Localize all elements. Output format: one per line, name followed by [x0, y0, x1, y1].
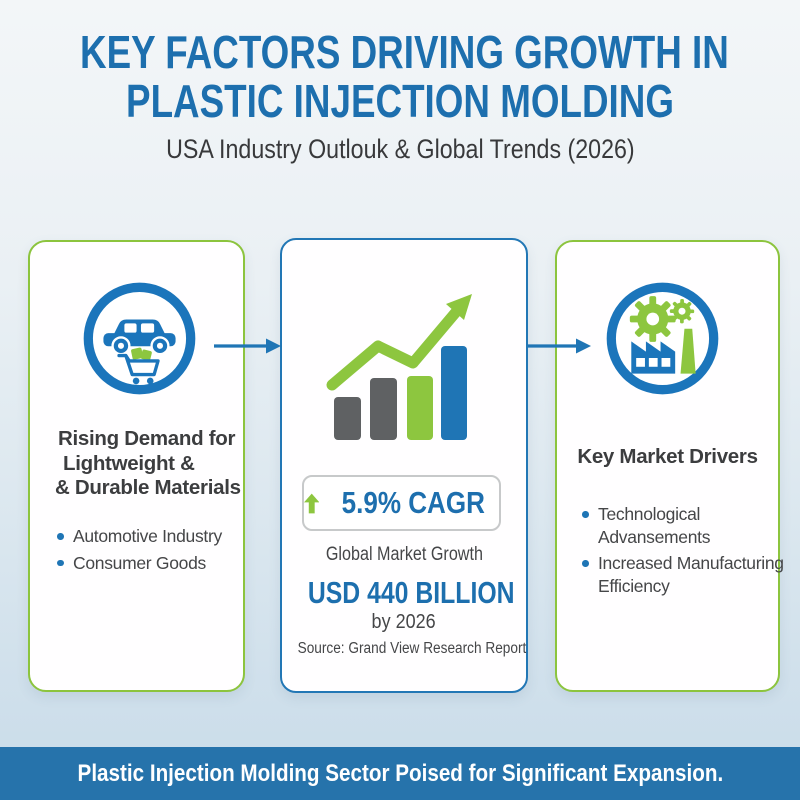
right-arrow-icon [266, 338, 281, 354]
market-value: USD 440 BILLION [307, 575, 515, 610]
demand-heading-line1: Rising Demand for [58, 427, 236, 450]
list-item: Increased Manufacturing Efficiency [582, 553, 784, 596]
page-subtitle: USA Industry Outlouk & Global Trends (20… [165, 134, 635, 164]
card-key-market-drivers: Key Market Drivers Technological Advanse… [555, 240, 784, 692]
page-title-line1: KEY FACTORS DRIVING GROWTH IN [80, 26, 729, 78]
drivers-bullet-list: Technological Advansements Increased Man… [582, 503, 784, 601]
list-item: Consumer Goods [57, 552, 243, 575]
market-year: by 2026 [371, 611, 437, 633]
page-title: KEY FACTORS DRIVING GROWTH IN PLASTIC IN… [0, 28, 800, 126]
demand-heading-line3: & Durable Materials [55, 476, 241, 499]
demand-bullet-list: Automotive Industry Consumer Goods [57, 525, 243, 578]
demand-heading: Rising Demand for Lightweight & & Durabl… [55, 427, 241, 501]
demand-heading-line2: Lightweight & [63, 451, 195, 475]
gears-and-factory-icon [606, 282, 719, 395]
page-title-line2: PLASTIC INJECTION MOLDING [126, 75, 674, 127]
source-note: Source: Grand View Research Report [297, 640, 527, 657]
car-and-shopping-cart-icon [83, 282, 196, 395]
list-item: Technological Advansements [582, 503, 784, 548]
list-item: Automotive Industry [57, 525, 243, 548]
footer-banner-text: Plastic Injection Molding Sector Poised … [77, 759, 723, 787]
growth-bar-chart-icon [326, 294, 472, 440]
card-rising-demand: Rising Demand for Lightweight & & Durabl… [28, 240, 245, 692]
cagr-badge: 5.9% CAGR [302, 475, 501, 531]
drivers-heading: Key Market Drivers [577, 445, 758, 468]
card-market-growth: 5.9% CAGR Global Market Growth USD 440 B… [280, 238, 528, 693]
up-arrow-icon [304, 493, 320, 513]
footer-banner: Plastic Injection Molding Sector Poised … [0, 747, 800, 800]
growth-label: Global Market Growth [325, 544, 483, 565]
cagr-value: 5.9% CAGR [342, 485, 486, 520]
